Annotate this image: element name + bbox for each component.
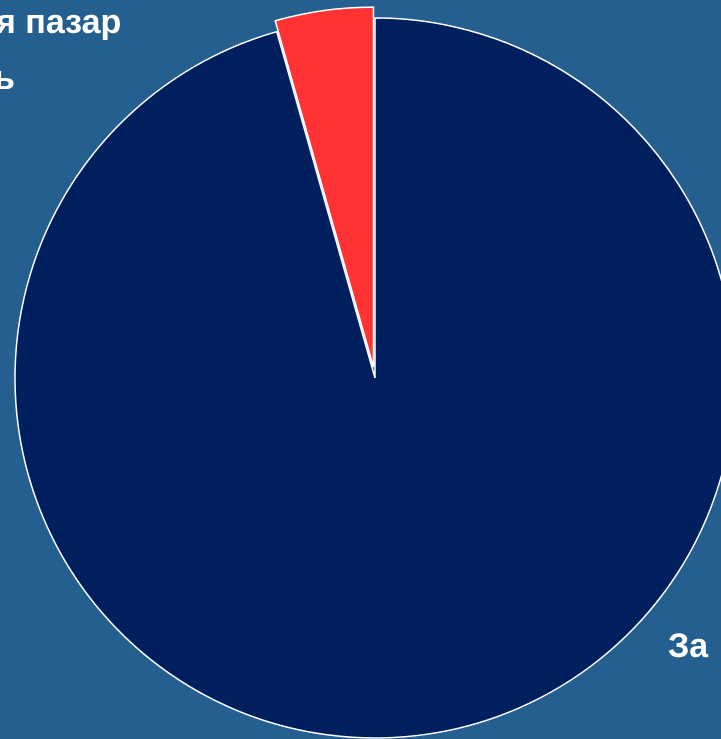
slice-label: За	[668, 627, 709, 665]
slice-label-line: ь	[0, 59, 15, 97]
pie	[14, 6, 721, 739]
pie-slice	[274, 6, 375, 368]
pie-slice	[14, 17, 721, 739]
slice-label: я пазар	[0, 3, 121, 41]
